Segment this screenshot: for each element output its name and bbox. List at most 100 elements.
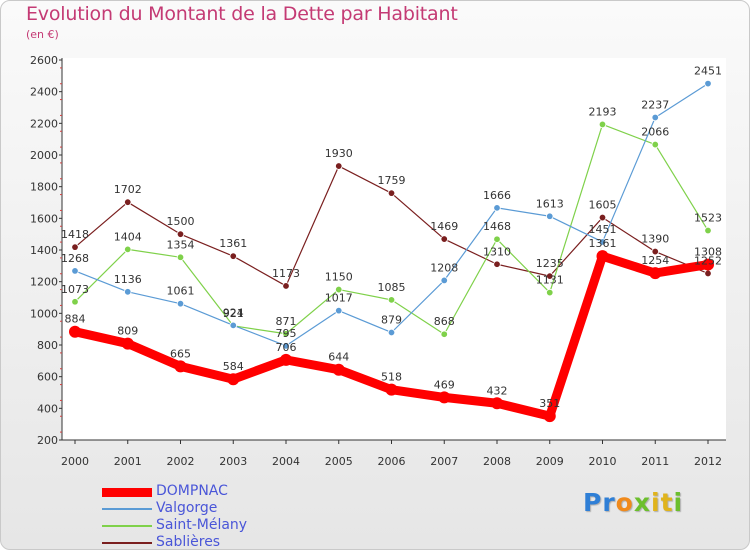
data-label: 1418 — [61, 228, 89, 241]
data-label: 665 — [170, 347, 191, 360]
data-point — [71, 267, 79, 275]
data-point — [438, 391, 451, 404]
data-point — [280, 353, 292, 366]
data-point — [440, 276, 448, 285]
data-label: 1404 — [114, 230, 142, 243]
data-point — [493, 235, 501, 243]
data-label: 1235 — [536, 257, 564, 270]
data-point — [546, 212, 554, 220]
data-label: 1354 — [167, 238, 195, 251]
data-point — [124, 245, 132, 254]
data-point — [440, 235, 448, 243]
data-point — [649, 267, 662, 280]
data-point — [69, 325, 81, 338]
chart-title: Evolution du Montant de la Dette par Hab… — [26, 3, 458, 25]
x-tick-label: 2011 — [641, 455, 669, 468]
data-point — [282, 330, 290, 338]
legend-label: Valgorge — [156, 500, 218, 516]
data-label: 884 — [65, 313, 86, 326]
data-point — [229, 321, 237, 330]
data-label: 1469 — [430, 220, 458, 233]
data-point — [176, 253, 185, 261]
y-tick-label: 1200 — [30, 276, 58, 289]
data-label: 1759 — [378, 174, 406, 187]
data-label: 644 — [328, 351, 349, 364]
y-tick-label: 2600 — [30, 54, 58, 67]
data-label: 1468 — [483, 220, 511, 233]
data-label: 1073 — [61, 283, 89, 296]
data-label: 469 — [434, 378, 455, 391]
data-label: 1605 — [589, 199, 617, 212]
data-label: 1613 — [536, 197, 564, 210]
x-tick-label: 2012 — [694, 455, 722, 468]
x-tick-label: 2002 — [167, 455, 195, 468]
data-point — [124, 288, 132, 296]
data-label: 1702 — [114, 183, 142, 196]
data-label: 584 — [223, 360, 244, 373]
data-label: 1136 — [114, 273, 142, 286]
data-point — [598, 238, 607, 246]
data-point — [227, 373, 240, 386]
logo-letter: o — [615, 488, 634, 517]
data-label: 1268 — [61, 252, 89, 265]
plot-area — [62, 58, 726, 440]
data-label: 432 — [487, 384, 508, 397]
x-tick-label: 2005 — [325, 455, 353, 468]
data-point — [493, 204, 501, 212]
data-point — [387, 328, 396, 337]
data-label: 2237 — [641, 98, 669, 111]
data-label: 1451 — [589, 223, 617, 236]
proxiti-logo: Proxiti — [583, 488, 683, 517]
y-tick-label: 200 — [37, 434, 58, 447]
data-point — [702, 258, 714, 271]
data-label: 1361 — [589, 237, 617, 250]
data-point — [651, 247, 659, 256]
data-label: 1308 — [694, 246, 722, 259]
data-label: 1254 — [641, 254, 669, 267]
data-label: 1131 — [536, 274, 564, 287]
y-tick-label: 2200 — [30, 117, 58, 130]
data-label: 1500 — [167, 215, 195, 228]
data-label: 2451 — [694, 65, 722, 78]
x-tick-label: 2001 — [114, 455, 142, 468]
data-label: 924 — [223, 306, 244, 319]
data-label: 1061 — [167, 285, 195, 298]
data-label: 1017 — [325, 292, 353, 305]
data-point — [282, 282, 290, 290]
data-label: 1930 — [325, 147, 353, 160]
x-tick-label: 2009 — [536, 455, 564, 468]
data-point — [71, 243, 79, 251]
data-label: 1310 — [483, 245, 511, 258]
data-point — [491, 397, 503, 410]
y-tick-label: 800 — [37, 339, 58, 352]
logo-letter: i — [673, 488, 684, 517]
data-point — [546, 288, 554, 297]
x-tick-label: 2004 — [272, 455, 300, 468]
data-label: 809 — [117, 325, 138, 338]
data-point — [121, 337, 134, 350]
legend-swatch — [102, 487, 152, 497]
data-point — [174, 360, 187, 373]
data-point — [71, 298, 79, 306]
data-point — [282, 342, 290, 350]
data-point — [385, 383, 398, 396]
data-label: 1173 — [272, 267, 300, 280]
data-label: 351 — [539, 397, 560, 410]
data-label: 1208 — [430, 261, 458, 274]
data-point — [387, 296, 396, 304]
y-tick-label: 400 — [37, 402, 58, 415]
data-point — [598, 213, 607, 222]
data-label: 518 — [381, 371, 402, 384]
data-point — [229, 252, 237, 260]
y-tick-label: 2000 — [30, 149, 58, 162]
data-label: 1523 — [694, 212, 722, 225]
y-tick-label: 2400 — [30, 86, 58, 99]
chart-subtitle: (en €) — [26, 28, 59, 41]
x-tick-label: 2006 — [378, 455, 406, 468]
data-point — [332, 363, 345, 376]
data-point — [704, 226, 712, 235]
y-tick-label: 1800 — [30, 181, 58, 194]
data-label: 879 — [381, 313, 402, 326]
y-tick-label: 600 — [37, 371, 58, 384]
